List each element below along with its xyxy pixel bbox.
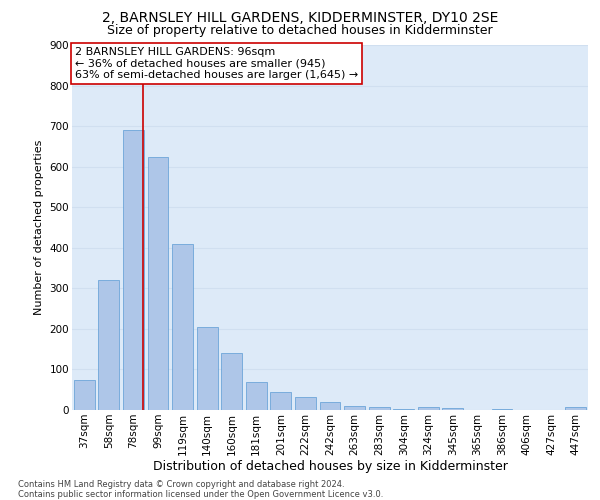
Text: Contains HM Land Registry data © Crown copyright and database right 2024.
Contai: Contains HM Land Registry data © Crown c… [18, 480, 383, 499]
Bar [221, 353, 242, 410]
Bar [148, 156, 169, 410]
Text: Size of property relative to detached houses in Kidderminster: Size of property relative to detached ho… [107, 24, 493, 37]
Bar [344, 406, 365, 410]
Bar [98, 280, 119, 410]
Bar [320, 402, 340, 410]
Bar [368, 407, 389, 410]
X-axis label: Distribution of detached houses by size in Kidderminster: Distribution of detached houses by size … [152, 460, 508, 473]
Bar [295, 396, 316, 410]
Bar [565, 407, 586, 410]
Bar [172, 244, 193, 410]
Text: 2 BARNSLEY HILL GARDENS: 96sqm
← 36% of detached houses are smaller (945)
63% of: 2 BARNSLEY HILL GARDENS: 96sqm ← 36% of … [74, 47, 358, 80]
Bar [123, 130, 144, 410]
Bar [418, 407, 439, 410]
Bar [491, 409, 512, 410]
Bar [442, 408, 463, 410]
Bar [393, 409, 414, 410]
Bar [246, 382, 267, 410]
Y-axis label: Number of detached properties: Number of detached properties [34, 140, 44, 315]
Text: 2, BARNSLEY HILL GARDENS, KIDDERMINSTER, DY10 2SE: 2, BARNSLEY HILL GARDENS, KIDDERMINSTER,… [102, 11, 498, 25]
Bar [74, 380, 95, 410]
Bar [197, 327, 218, 410]
Bar [271, 392, 292, 410]
